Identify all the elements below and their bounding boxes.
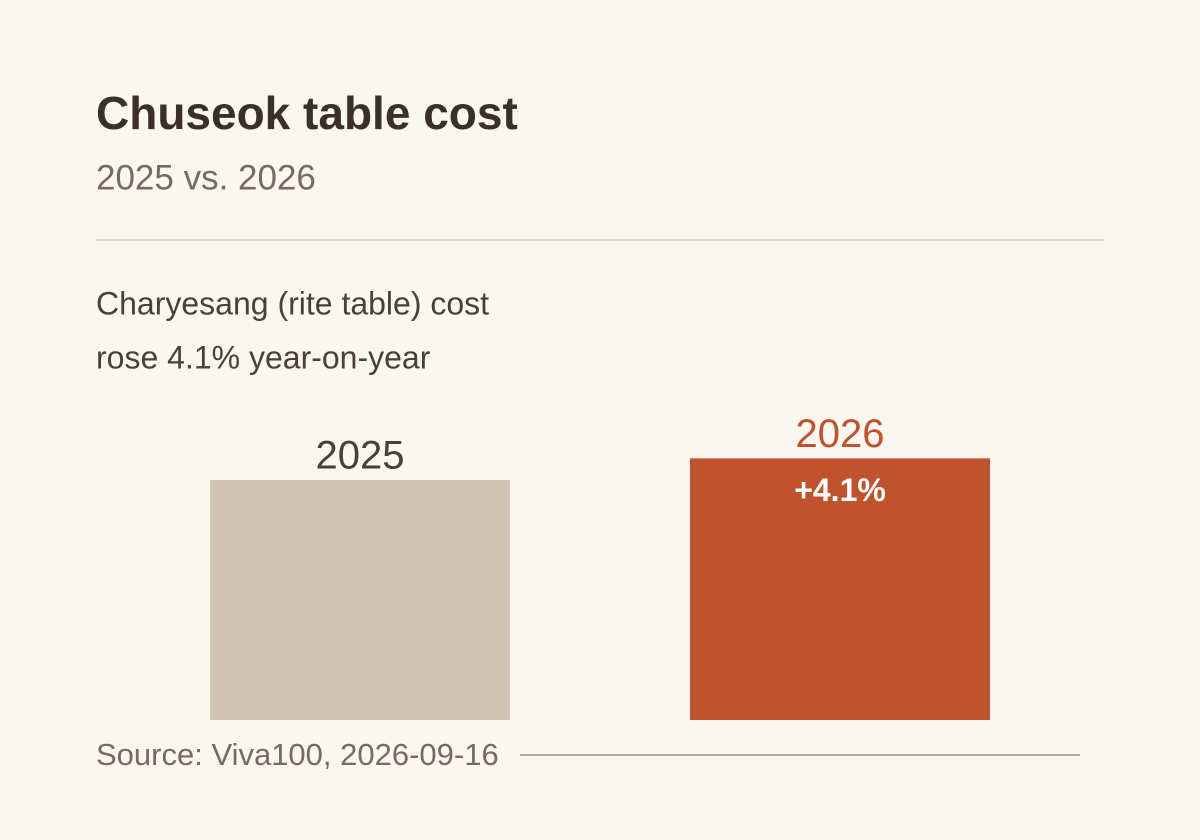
- change-label: +4.1%: [794, 472, 886, 508]
- note-line: rose 4.1% year-on-year: [96, 339, 431, 375]
- bar: [210, 480, 510, 720]
- category-label: 2026: [796, 412, 885, 456]
- note-line: Charyesang (rite table) cost: [96, 285, 489, 321]
- chart-subtitle: 2025 vs. 2026: [96, 158, 316, 197]
- source: Source: Viva100, 2026-09-16: [96, 737, 499, 772]
- chart-title: Chuseok table cost: [96, 87, 518, 139]
- bar: [690, 458, 990, 720]
- category-label: 2025: [316, 434, 405, 478]
